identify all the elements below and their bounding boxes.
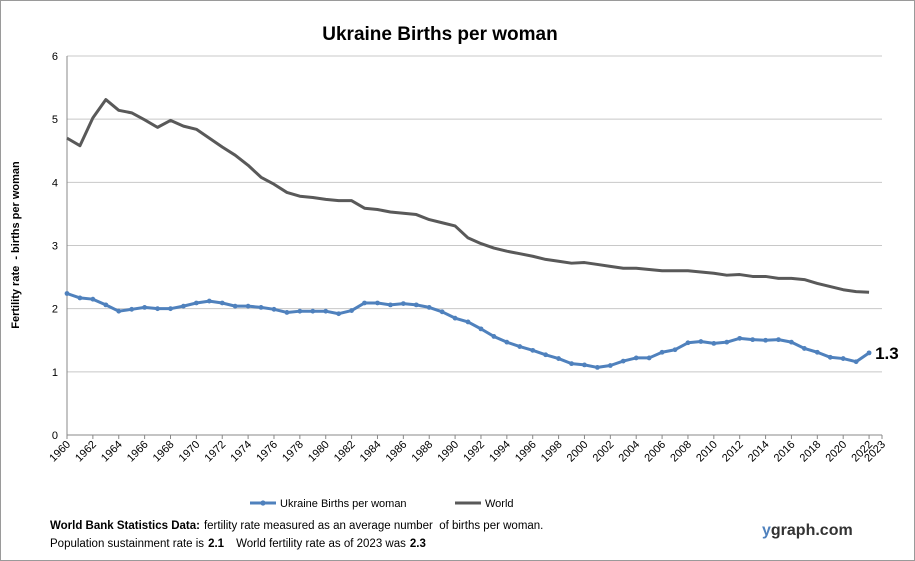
data-point xyxy=(439,309,445,315)
y-tick-label: 3 xyxy=(52,241,58,253)
data-point xyxy=(582,362,587,368)
data-point xyxy=(400,301,406,307)
footnote-source: World Bank Statistics Data: xyxy=(50,520,200,532)
data-point xyxy=(646,355,652,361)
y-tick-label: 2 xyxy=(52,304,58,316)
data-point xyxy=(737,335,743,341)
data-point xyxy=(711,341,717,346)
data-point xyxy=(375,300,380,306)
data-point xyxy=(310,308,316,314)
data-point xyxy=(142,305,148,310)
series-line xyxy=(66,98,870,294)
data-point xyxy=(776,337,781,343)
data-point xyxy=(607,363,613,368)
data-point xyxy=(155,306,160,312)
data-point xyxy=(827,354,833,360)
data-point xyxy=(103,302,109,308)
data-point xyxy=(801,346,807,351)
data-point xyxy=(620,358,626,364)
data-point xyxy=(362,300,367,306)
data-point xyxy=(491,334,497,339)
data-point xyxy=(569,361,574,367)
y-tick-label: 1 xyxy=(52,367,58,379)
data-point xyxy=(659,349,665,355)
data-point xyxy=(258,305,264,310)
y-tick-label: 5 xyxy=(52,114,58,126)
data-point xyxy=(336,311,342,317)
data-point xyxy=(789,339,794,345)
data-point xyxy=(349,308,355,313)
data-point xyxy=(129,306,135,312)
data-point xyxy=(840,356,846,361)
data-point xyxy=(685,340,691,346)
data-point xyxy=(297,308,303,314)
data-point xyxy=(168,306,173,312)
data-point xyxy=(724,339,730,345)
data-point xyxy=(763,337,768,343)
y-axis-label: Fertility rate - births per woman xyxy=(10,161,22,329)
data-point xyxy=(193,300,199,306)
data-point xyxy=(219,300,225,306)
footnote-world-text: World fertility rate as of 2023 was xyxy=(236,538,406,550)
footnote-world-rate: 2.3 xyxy=(410,538,426,550)
data-point xyxy=(77,295,83,301)
legend-label: World xyxy=(485,498,514,510)
data-point xyxy=(556,356,561,361)
data-point xyxy=(245,303,251,309)
footnote-line-2: Population sustainment rate is 2.1 World f… xyxy=(50,538,426,550)
data-point xyxy=(866,350,872,356)
footnote-sustainment-text: Population sustainment rate is xyxy=(50,538,204,550)
data-point xyxy=(594,365,600,370)
data-point xyxy=(284,310,290,315)
data-point xyxy=(750,337,756,343)
data-point xyxy=(206,298,212,304)
data-point xyxy=(478,326,484,332)
data-point xyxy=(517,344,523,349)
data-point xyxy=(504,339,510,345)
footnote-description: fertility rate measured as an average nu… xyxy=(204,520,543,532)
data-point xyxy=(388,302,393,308)
data-point xyxy=(116,308,122,314)
chart-title: Ukraine Births per woman xyxy=(322,24,557,45)
data-point xyxy=(323,308,329,314)
legend-marker xyxy=(260,500,266,506)
footnote-sustainment-rate: 2.1 xyxy=(208,538,225,550)
data-point xyxy=(853,359,859,365)
data-point xyxy=(814,349,820,355)
data-point xyxy=(698,339,704,344)
data-point xyxy=(633,355,639,361)
data-point xyxy=(271,306,277,312)
data-point xyxy=(413,302,419,308)
data-point xyxy=(426,305,432,310)
legend-label: Ukraine Births per woman xyxy=(280,498,407,510)
y-tick-label: 0 xyxy=(52,430,58,442)
data-point xyxy=(90,296,96,302)
y-tick-label: 4 xyxy=(52,177,58,189)
data-point xyxy=(232,303,238,309)
data-point xyxy=(452,315,458,321)
y-tick-label: 6 xyxy=(52,51,58,63)
data-point xyxy=(465,319,471,325)
footnote-line-1: World Bank Statistics Data: fertility rat… xyxy=(50,520,543,532)
end-value-label: 1.3 xyxy=(875,344,899,363)
brand: ygraph.com xyxy=(762,522,853,539)
data-point xyxy=(64,291,70,296)
data-point xyxy=(181,303,186,309)
data-point xyxy=(530,347,536,353)
data-point xyxy=(672,347,678,353)
data-point xyxy=(543,352,549,358)
